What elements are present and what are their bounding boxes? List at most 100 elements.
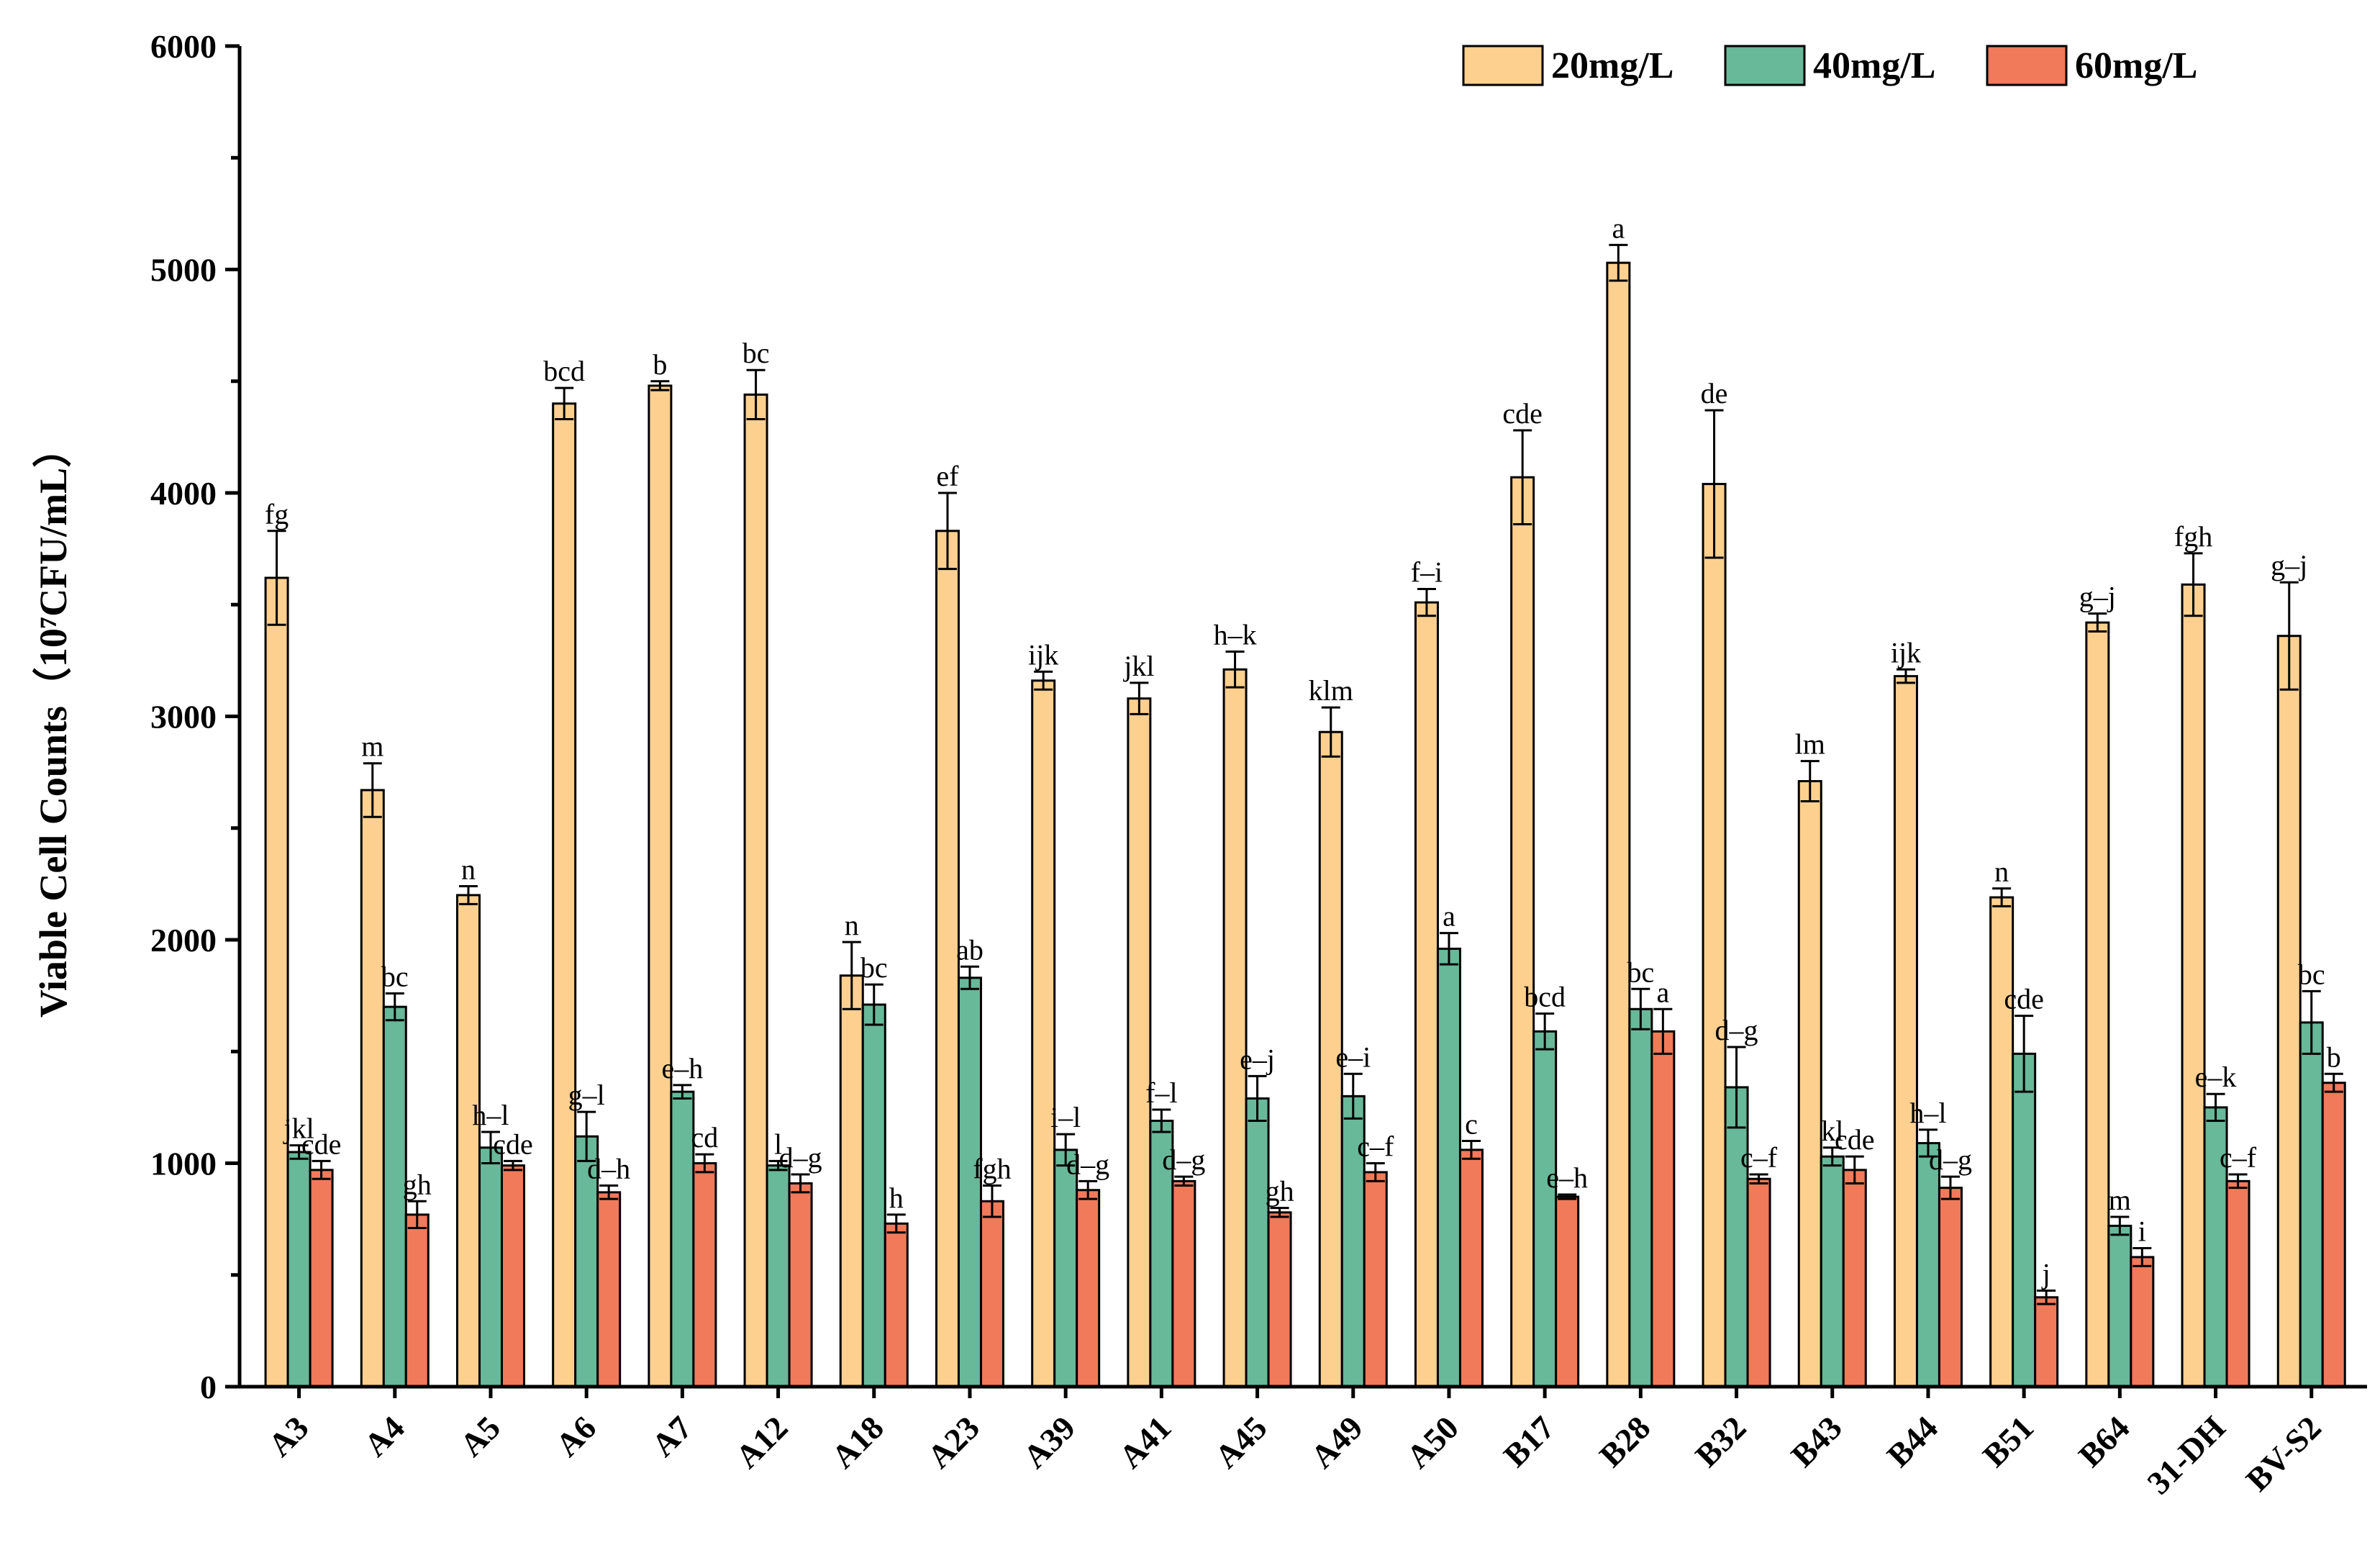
sig-label-40mg/L-A4: bc	[381, 961, 409, 993]
bar-60mg/L-31-DH	[2225, 1179, 2250, 1388]
sig-label-20mg/L-A18: n	[845, 909, 859, 941]
sig-label-60mg/L-A5: cde	[493, 1128, 533, 1160]
bar-60mg/L-A12	[788, 1182, 813, 1388]
sig-label-60mg/L-B28: a	[1656, 976, 1669, 1008]
bars	[264, 243, 2346, 1388]
sig-label-20mg/L-31-DH: fgh	[2174, 520, 2212, 553]
bar-60mg/L-B51	[2034, 1296, 2059, 1388]
sig-label-40mg/L-B32: d–g	[1715, 1014, 1758, 1046]
x-tick-label-A18: A18	[825, 1409, 891, 1475]
sig-label-20mg/L-B43: lm	[1795, 728, 1825, 761]
bar-60mg/L-A4	[404, 1213, 430, 1388]
legend-swatch-60mg/L	[1986, 45, 2068, 86]
sig-label-60mg/L-B17: e–h	[1546, 1161, 1588, 1194]
sig-label-40mg/L-A49: e–i	[1335, 1041, 1371, 1073]
x-tick-label-A5: A5	[453, 1409, 507, 1464]
sig-label-20mg/L-A3: fg	[265, 498, 289, 530]
bar-60mg/L-A5	[500, 1164, 525, 1388]
sig-label-40mg/L-A41: f–l	[1145, 1077, 1177, 1109]
x-tick-label-B44: B44	[1880, 1409, 1945, 1474]
sig-label-20mg/L-A4: m	[361, 730, 383, 763]
bar-20mg/L-B43	[1797, 780, 1822, 1388]
sig-label-40mg/L-A39: i–l	[1050, 1101, 1081, 1133]
bar-20mg/L-A4	[360, 789, 385, 1388]
legend: 20mg/L 40mg/L 60mg/L	[1462, 45, 2197, 86]
bar-40mg/L-A3	[286, 1151, 312, 1388]
y-tick-label-5000: 5000	[150, 252, 217, 289]
bar-20mg/L-A6	[552, 402, 577, 1388]
bar-60mg/L-B64	[2130, 1256, 2155, 1388]
sig-label-60mg/L-A45: gh	[1266, 1175, 1294, 1208]
sig-label-20mg/L-B64: g–j	[2079, 581, 2116, 613]
bar-20mg/L-31-DH	[2181, 583, 2206, 1388]
bar-20mg/L-A7	[648, 384, 673, 1388]
bar-20mg/L-A41	[1127, 697, 1152, 1388]
bar-20mg/L-B64	[2085, 621, 2110, 1388]
bar-20mg/L-A12	[743, 393, 768, 1388]
sig-label-60mg/L-A50: c	[1465, 1107, 1478, 1140]
x-tick-label-A49: A49	[1304, 1409, 1370, 1475]
sig-label-20mg/L-A45: h–k	[1214, 618, 1257, 651]
sig-label-20mg/L-A6: bcd	[543, 355, 585, 387]
bar-20mg/L-A18	[839, 974, 864, 1388]
sig-label-60mg/L-A4: gh	[403, 1168, 432, 1200]
bar-60mg/L-B28	[1650, 1030, 1676, 1388]
x-tick-label-A7: A7	[645, 1409, 699, 1464]
bar-60mg/L-A23	[979, 1200, 1004, 1388]
bar-20mg/L-B32	[1702, 483, 1727, 1388]
sig-label-40mg/L-A45: e–j	[1240, 1043, 1275, 1075]
sig-label-60mg/L-A39: d–g	[1066, 1148, 1109, 1180]
sig-label-20mg/L-A41: jkl	[1122, 650, 1154, 682]
sig-label-20mg/L-B51: n	[1994, 856, 2009, 888]
bar-60mg/L-A45	[1267, 1211, 1292, 1388]
sig-label-60mg/L-A12: d–g	[779, 1141, 822, 1174]
bar-60mg/L-A49	[1363, 1171, 1388, 1388]
bar-40mg/L-B51	[2012, 1052, 2037, 1388]
sig-label-60mg/L-A49: c–f	[1357, 1131, 1394, 1163]
bar-60mg/L-B43	[1842, 1169, 1867, 1388]
x-tick-label-A12: A12	[729, 1409, 795, 1475]
bar-20mg/L-B51	[1989, 896, 2015, 1388]
sig-label-60mg/L-BV-S2: b	[2327, 1041, 2341, 1073]
y-tick-label-0: 0	[200, 1369, 217, 1405]
bar-20mg/L-A23	[935, 530, 960, 1388]
bar-20mg/L-A3	[264, 576, 289, 1388]
bar-40mg/L-A39	[1053, 1148, 1078, 1388]
sig-label-40mg/L-B51: cde	[2004, 983, 2044, 1015]
bar-40mg/L-B43	[1820, 1155, 1845, 1388]
legend-label-20mg/L: 20mg/L	[1551, 45, 1673, 86]
sig-label-20mg/L-BV-S2: g–j	[2271, 549, 2307, 581]
x-tick-label-B51: B51	[1976, 1409, 2040, 1474]
bar-40mg/L-BV-S2	[2299, 1021, 2324, 1388]
bar-40mg/L-A12	[766, 1164, 791, 1388]
sig-label-20mg/L-B28: a	[1612, 212, 1625, 244]
sig-label-20mg/L-A5: n	[461, 853, 476, 885]
bar-20mg/L-A45	[1222, 668, 1248, 1388]
bar-40mg/L-B32	[1724, 1086, 1749, 1388]
sig-label-60mg/L-A3: cde	[301, 1128, 342, 1160]
sig-label-20mg/L-A7: b	[653, 348, 667, 381]
x-tick-label-A41: A41	[1112, 1409, 1178, 1475]
bar-20mg/L-A50	[1414, 601, 1439, 1388]
bar-40mg/L-B17	[1532, 1030, 1558, 1388]
x-tick-label-A23: A23	[920, 1409, 986, 1475]
bar-20mg/L-B17	[1510, 476, 1535, 1388]
bar-20mg/L-B44	[1893, 675, 1918, 1388]
x-tick-label-B32: B32	[1688, 1409, 1753, 1474]
sig-label-40mg/L-A18: bc	[860, 951, 888, 984]
bar-60mg/L-A3	[309, 1169, 334, 1388]
sig-label-60mg/L-A18: h	[889, 1182, 904, 1214]
x-tick-label-BV-S2: BV-S2	[2239, 1409, 2328, 1498]
sig-label-60mg/L-A41: d–g	[1162, 1143, 1205, 1176]
y-tick-label-3000: 3000	[150, 699, 217, 735]
sig-label-40mg/L-B28: bc	[1627, 956, 1654, 988]
sig-label-20mg/L-A12: bc	[742, 337, 770, 369]
sig-label-20mg/L-A23: ef	[936, 460, 959, 492]
bar-60mg/L-B17	[1555, 1195, 1580, 1388]
bar-60mg/L-A41	[1171, 1179, 1196, 1388]
sig-label-20mg/L-B17: cde	[1502, 397, 1543, 430]
legend-label-60mg/L: 60mg/L	[2075, 45, 2197, 86]
sig-label-40mg/L-A23: ab	[956, 933, 984, 966]
y-tick-label-6000: 6000	[150, 28, 217, 65]
bar-40mg/L-A7	[670, 1090, 695, 1388]
